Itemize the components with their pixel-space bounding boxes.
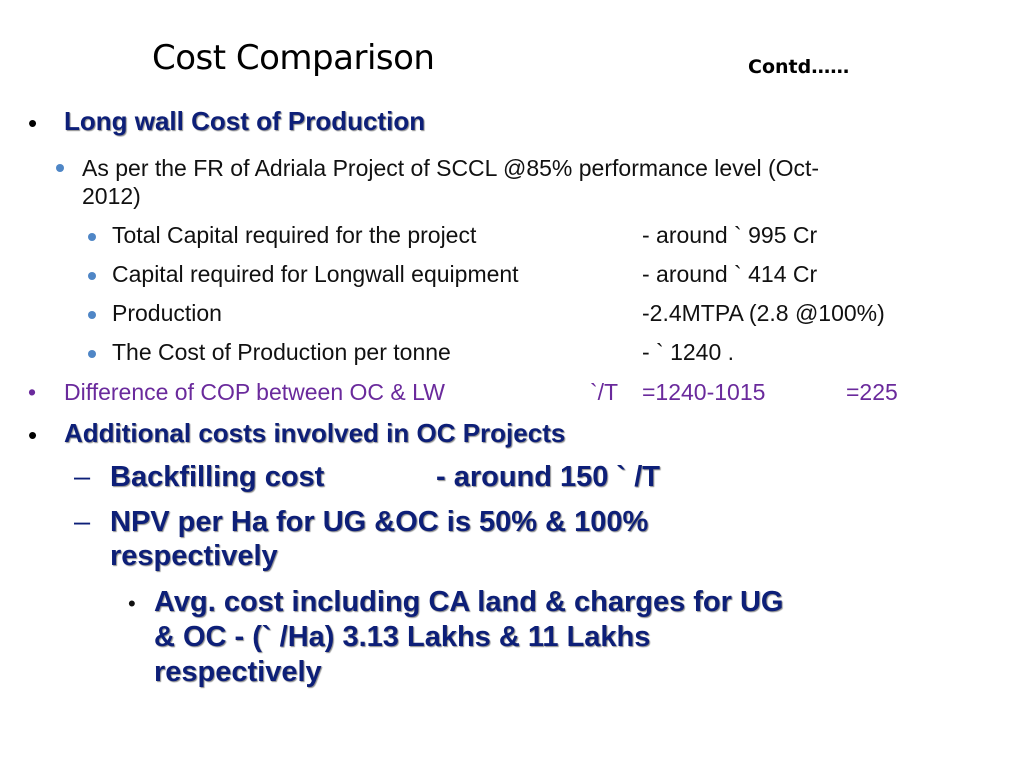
sub-bullet-icon <box>88 350 96 358</box>
sub-bullet-icon <box>88 233 96 241</box>
fr-intro-line1: As per the FR of Adriala Project of SCCL… <box>82 155 820 181</box>
difference-unit: `/T <box>590 379 619 405</box>
item-value: - around ` 414 Cr <box>642 261 818 287</box>
difference-result: =225 <box>846 379 898 405</box>
bullet-icon: • <box>28 420 38 450</box>
page-title: Cost Comparison <box>152 38 435 78</box>
avg-cost-line2: & OC - (` /Ha) 3.13 Lakhs & 11 Lakhs <box>154 621 651 653</box>
sub-bullet-icon <box>88 272 96 280</box>
longwall-heading: Long wall Cost of Production <box>64 106 426 136</box>
dash-icon: – <box>74 506 91 538</box>
sub-bullet-icon <box>56 164 64 172</box>
item-label: Total Capital required for the project <box>112 222 477 248</box>
item-value: -2.4MTPA (2.8 @100%) <box>642 300 885 326</box>
item-label: The Cost of Production per tonne <box>112 339 451 365</box>
difference-label: Difference of COP between OC & LW <box>64 379 445 405</box>
fr-intro-line2: 2012) <box>82 183 141 209</box>
item-value: - ` 1240 . <box>642 339 735 365</box>
sub-bullet-icon <box>88 311 96 319</box>
bullet-icon: • <box>28 108 38 138</box>
item-label: Production <box>112 300 222 326</box>
continued-label: Contd…… <box>748 56 850 78</box>
dash-icon: – <box>74 461 91 493</box>
item-value: - around ` 995 Cr <box>642 222 818 248</box>
avg-cost-line3: respectively <box>154 656 322 688</box>
difference-calc: =1240-1015 <box>642 379 766 405</box>
additional-costs-heading: Additional costs involved in OC Projects <box>64 418 566 448</box>
backfilling-label: Backfilling cost <box>110 461 325 493</box>
bullet-icon: • <box>28 379 37 405</box>
bullet-icon: • <box>128 591 136 616</box>
npv-line2: respectively <box>110 540 278 572</box>
item-label: Capital required for Longwall equipment <box>112 261 519 287</box>
backfilling-value: - around 150 ` /T <box>436 461 660 493</box>
avg-cost-line1: Avg. cost including CA land & charges fo… <box>154 586 784 618</box>
npv-line1: NPV per Ha for UG &OC is 50% & 100% <box>110 506 649 538</box>
